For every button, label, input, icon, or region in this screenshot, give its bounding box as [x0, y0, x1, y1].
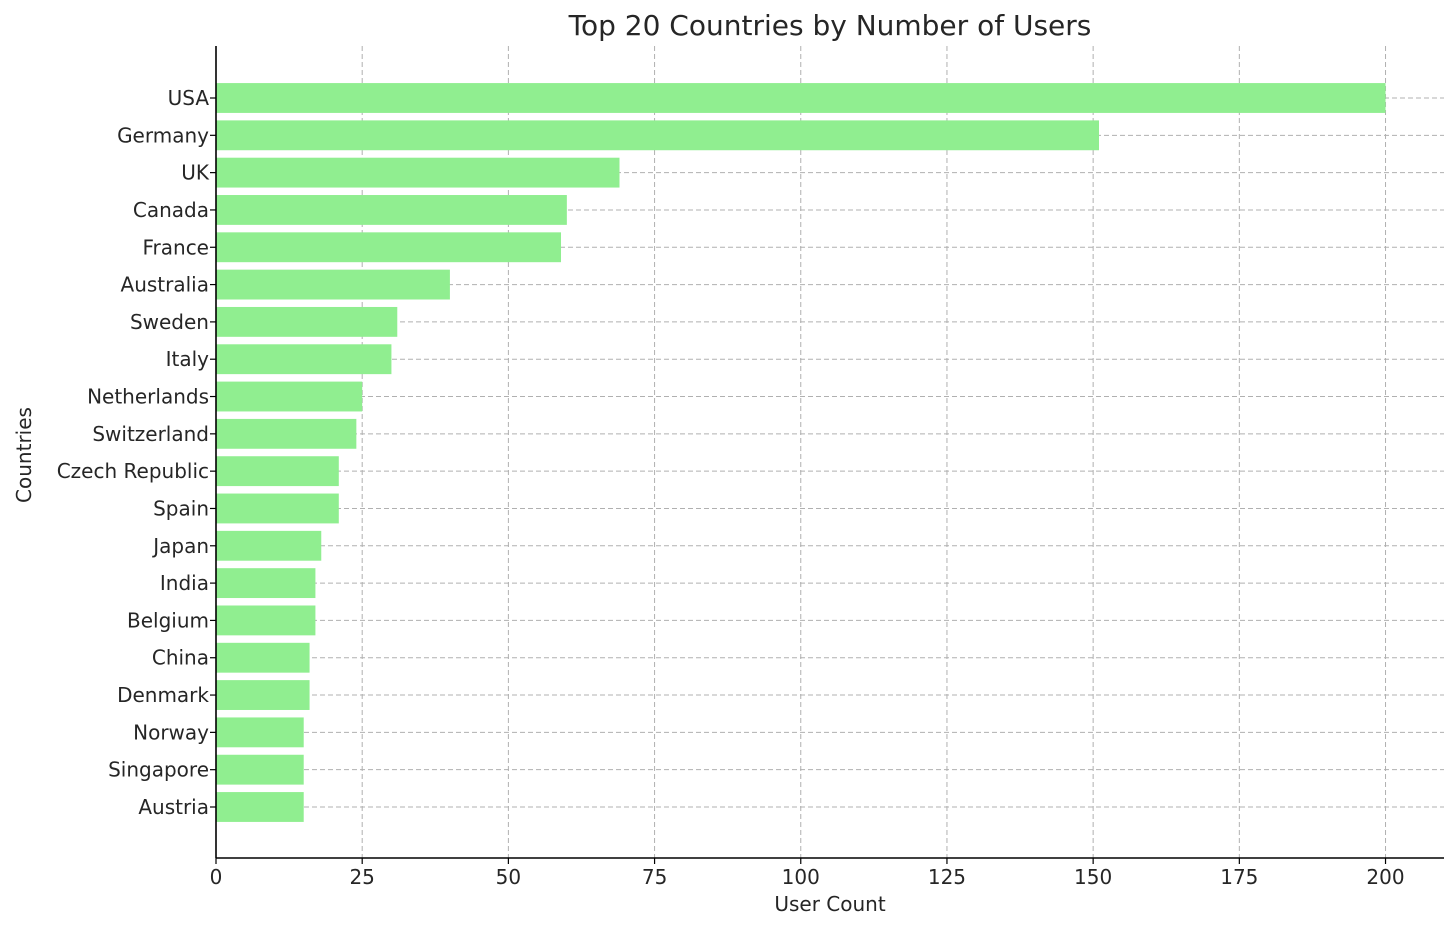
bar-denmark	[216, 680, 310, 710]
y-tick-label: Netherlands	[87, 385, 209, 409]
bar-spain	[216, 493, 339, 524]
y-axis-title: Countries	[12, 407, 36, 503]
y-tick-label: Switzerland	[92, 422, 209, 446]
bar-canada	[216, 195, 567, 225]
y-tick-label: Norway	[133, 720, 209, 744]
bar-belgium	[216, 605, 316, 636]
tick-layer: 0 25 50 75 100 125 150 175 200 USA Germany UK Canada…	[57, 86, 1405, 889]
bar-japan	[216, 530, 322, 561]
bar-sweden	[216, 306, 398, 337]
y-tick-label: Canada	[133, 198, 209, 222]
y-tick-label: Austria	[138, 795, 209, 819]
bar-usa	[216, 83, 1386, 113]
x-tick-label: 200	[1366, 865, 1404, 889]
bar-singapore	[216, 754, 304, 785]
x-tick-label: 100	[782, 865, 820, 889]
y-tick-label: Sweden	[130, 310, 209, 334]
bar-china	[216, 642, 310, 673]
y-tick-label: USA	[168, 86, 210, 110]
x-tick-label: 75	[642, 865, 667, 889]
bar-layer	[216, 83, 1386, 822]
bar-uk	[216, 157, 620, 188]
y-tick-label: UK	[181, 161, 210, 185]
y-tick-label: France	[142, 235, 209, 259]
y-tick-label: Italy	[166, 347, 210, 371]
bar-italy	[216, 344, 392, 375]
x-tick-label: 0	[210, 865, 223, 889]
y-tick-label: China	[152, 646, 209, 670]
bar-czech-republic	[216, 456, 339, 487]
bar-germany	[216, 120, 1099, 151]
x-tick-label: 125	[928, 865, 966, 889]
x-axis-title: User Count	[774, 892, 885, 916]
x-tick-label: 150	[1074, 865, 1112, 889]
x-tick-label: 25	[349, 865, 374, 889]
y-tick-label: Belgium	[127, 608, 209, 632]
y-tick-label: Germany	[117, 123, 209, 147]
x-tick-label: 50	[496, 865, 521, 889]
bar-india	[216, 568, 316, 599]
y-tick-label: Singapore	[108, 758, 209, 782]
y-tick-label: Australia	[121, 273, 209, 297]
y-tick-label: Denmark	[117, 683, 209, 707]
x-tick-label: 175	[1220, 865, 1258, 889]
bar-netherlands	[216, 381, 363, 412]
y-tick-label: Czech Republic	[57, 459, 209, 483]
y-tick-label: Spain	[153, 496, 209, 520]
y-tick-label: Japan	[151, 534, 209, 558]
bar-france	[216, 232, 562, 263]
bar-norway	[216, 717, 304, 748]
bar-switzerland	[216, 418, 357, 449]
bar-australia	[216, 269, 450, 300]
bar-austria	[216, 792, 304, 822]
y-tick-label: India	[160, 571, 209, 595]
chart-title: Top 20 Countries by Number of Users	[568, 9, 1092, 42]
